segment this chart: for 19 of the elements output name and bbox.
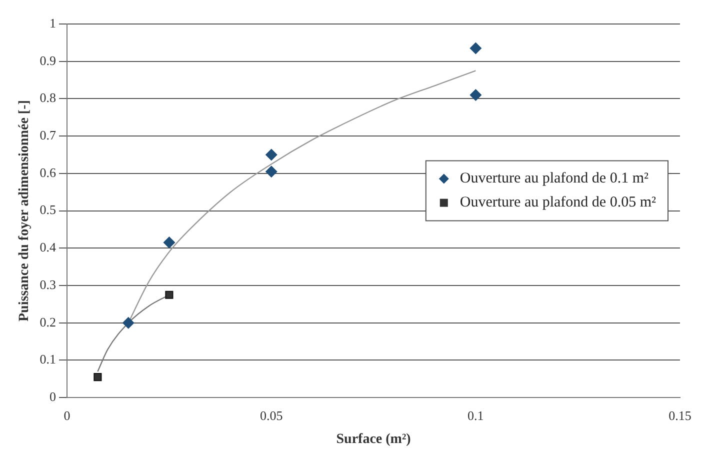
y-tick-label: 0	[50, 389, 56, 404]
legend-label: Ouverture au plafond de 0.05 m²	[460, 194, 657, 211]
y-tick-label: 0.8	[40, 90, 56, 106]
y-tick-label: 0.3	[40, 276, 56, 292]
legend-label: Ouverture au plafond de 0.1 m²	[460, 170, 650, 187]
y-tick-label: 0.5	[40, 202, 56, 218]
y-tick-label: 0.9	[40, 52, 56, 68]
x-tick-label: 0.05	[260, 408, 283, 423]
y-tick-label: 0.6	[40, 164, 57, 180]
y-axis-title: Puissance du foyer adimensionnée [-]	[17, 100, 32, 322]
x-tick-label: 0.15	[668, 408, 692, 423]
y-tick-label: 1	[50, 15, 56, 30]
y-tick-label: 0.4	[40, 240, 57, 255]
y-tick-label: 0.7	[40, 128, 57, 142]
x-axis-title: Surface (m²)	[336, 432, 412, 448]
y-tick-label: 0.1	[40, 352, 56, 367]
x-tick-label: 0	[64, 408, 70, 423]
y-tick-label: 0.2	[40, 314, 56, 330]
x-tick-label: 0.1	[468, 408, 484, 423]
